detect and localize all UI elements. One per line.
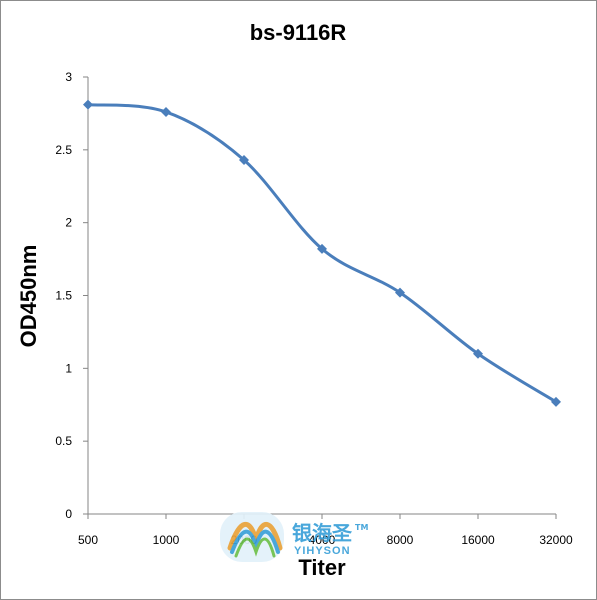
x-tick-label: 8000 xyxy=(387,533,414,547)
x-tick-label: 1000 xyxy=(153,533,180,547)
x-tick-label: 500 xyxy=(78,533,98,547)
data-point-marker xyxy=(83,99,93,110)
y-axis-title: OD450nm xyxy=(16,245,41,348)
data-point-marker xyxy=(161,106,171,117)
watermark-sub: YIHYSON xyxy=(294,545,351,557)
y-tick-label: 2.5 xyxy=(55,143,72,157)
data-point-marker xyxy=(395,287,405,298)
y-tick-label: 2 xyxy=(65,216,72,230)
watermark-tm: TM xyxy=(355,523,368,532)
data-point-marker xyxy=(239,155,249,166)
x-tick-label: 4000 xyxy=(309,533,336,547)
watermark-brand: 银海圣 xyxy=(292,521,353,545)
y-tick-label: 1 xyxy=(65,361,72,375)
chart-title: bs-9116R xyxy=(250,20,347,45)
marker-group xyxy=(83,99,561,407)
y-tick-group: 0 0.5 1 1.5 2 2.5 3 xyxy=(55,70,88,521)
y-tick-label: 3 xyxy=(65,70,72,84)
watermark-logo: 银海圣 TM YIHYSON xyxy=(220,512,368,562)
x-axis-title: Titer xyxy=(298,555,346,580)
data-point-marker xyxy=(551,396,561,407)
data-point-marker xyxy=(473,348,483,359)
y-tick-label: 0 xyxy=(65,507,72,521)
logo-emblem-icon xyxy=(220,512,284,562)
x-tick-label: 16000 xyxy=(461,533,495,547)
y-tick-label: 1.5 xyxy=(55,289,72,303)
x-tick-label: 32000 xyxy=(539,533,573,547)
y-tick-label: 0.5 xyxy=(55,434,72,448)
data-point-marker xyxy=(317,243,327,254)
